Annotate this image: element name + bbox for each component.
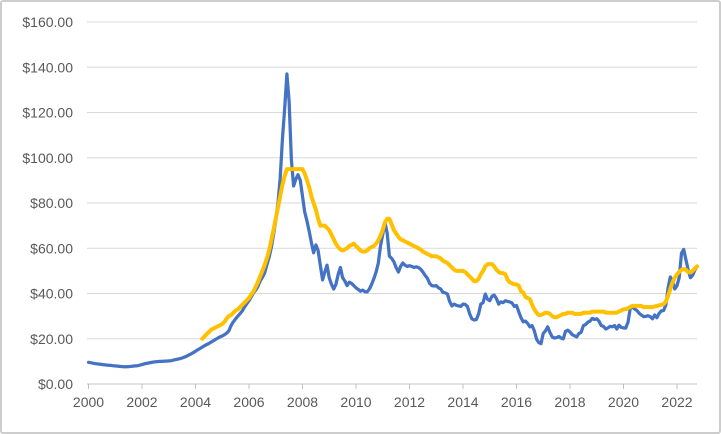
x-tick-label: 2016 bbox=[501, 394, 532, 410]
x-tick-label: 2012 bbox=[394, 394, 425, 410]
x-tick-label: 2020 bbox=[608, 394, 639, 410]
x-tick-label: 2010 bbox=[340, 394, 371, 410]
yellow-line bbox=[200, 167, 700, 341]
blue-line bbox=[86, 72, 699, 369]
x-tick-label: 2006 bbox=[233, 394, 264, 410]
y-tick-label: $160.00 bbox=[22, 14, 73, 30]
y-tick-label: $140.00 bbox=[22, 59, 73, 75]
x-tick-label: 2004 bbox=[180, 394, 211, 410]
y-tick-label: $120.00 bbox=[22, 105, 73, 121]
y-tick-label: $40.00 bbox=[30, 286, 73, 302]
x-tick-label: 2018 bbox=[554, 394, 585, 410]
y-tick-label: $0.00 bbox=[38, 376, 73, 392]
x-tick-label: 2000 bbox=[73, 394, 104, 410]
y-tick-label: $60.00 bbox=[30, 240, 73, 256]
x-tick-label: 2022 bbox=[661, 394, 692, 410]
y-tick-label: $20.00 bbox=[30, 331, 73, 347]
y-tick-label: $80.00 bbox=[30, 195, 73, 211]
x-tick-label: 2008 bbox=[287, 394, 318, 410]
x-tick-label: 2014 bbox=[447, 394, 478, 410]
x-tick-label: 2002 bbox=[126, 394, 157, 410]
y-tick-label: $100.00 bbox=[22, 150, 73, 166]
